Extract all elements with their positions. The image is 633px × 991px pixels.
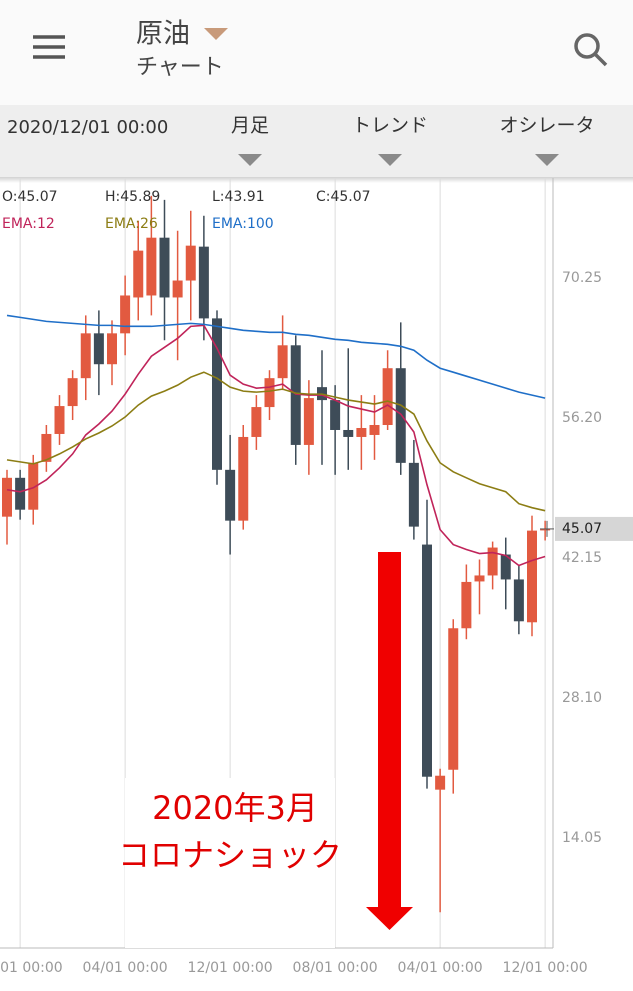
candle-body: [487, 547, 498, 576]
ohlc-readout: H:45.89: [105, 189, 160, 205]
candle-body: [251, 407, 262, 437]
candle-body: [356, 427, 367, 437]
ema-line: [6, 314, 546, 399]
annotation-text: 2020年3月: [152, 789, 318, 827]
candle-body: [422, 544, 432, 777]
legend-entry: EMA:100: [212, 216, 274, 232]
candle-body: [303, 398, 314, 445]
ohlc-readout: O:45.07: [2, 189, 58, 205]
overlay: 70.25 56.20 42.15 28.10 14.05 08/01 00:00 04/0…: [0, 189, 633, 976]
candle-body: [369, 425, 380, 435]
candle-body: [2, 477, 12, 517]
x-tick-label: 12/01 00:00: [503, 960, 588, 976]
app-bar: [0, 0, 633, 105]
candle-body: [41, 433, 52, 462]
y-tick-label: 56.20: [562, 410, 602, 426]
candle-body: [185, 245, 196, 281]
shadow: [0, 177, 633, 183]
candle-body: [172, 280, 183, 298]
candle-body: [264, 378, 275, 408]
menu-button[interactable]: [33, 35, 65, 59]
candle-body: [513, 579, 524, 622]
candle-body: [395, 368, 406, 463]
candle-body: [500, 554, 511, 580]
candle-body: [120, 295, 131, 334]
x-tick-label: 08/01 00:00: [0, 960, 63, 976]
dropdown-icon[interactable]: [204, 28, 228, 40]
candle-body: [448, 628, 459, 770]
plot: [2, 195, 551, 913]
toolbar: [0, 105, 633, 177]
candle-body: [198, 246, 209, 319]
ema-line: [6, 371, 546, 512]
candle-body: [461, 581, 472, 629]
candle-body: [159, 237, 170, 298]
x-tick-label: 04/01 00:00: [83, 960, 168, 976]
candle-body: [80, 333, 91, 379]
candle-body: [146, 237, 157, 296]
tab-arrows: [238, 154, 559, 166]
candle-body: [238, 436, 249, 521]
x-tick-label: 08/01 00:00: [293, 960, 378, 976]
tab[interactable]: オシレータ: [499, 115, 594, 137]
subtitle: チャート: [136, 55, 224, 80]
candle-body: [54, 406, 65, 434]
price-tag-label: 45.07: [562, 521, 602, 537]
candle-body: [277, 345, 288, 379]
candle-body: [93, 333, 104, 365]
date-label: 2020/12/01 00:00: [7, 117, 168, 138]
x-tick-label: 04/01 00:00: [398, 960, 483, 976]
annotation: 2020年3月 コロナショック: [118, 552, 413, 948]
y-tick-label: 42.15: [562, 550, 602, 566]
tab[interactable]: 月足: [231, 115, 269, 137]
ema-line: [6, 324, 546, 567]
candle-body: [15, 477, 26, 510]
legend-entry: EMA:12: [2, 216, 55, 232]
search-button[interactable]: [574, 33, 608, 67]
candle-body: [107, 333, 117, 365]
x-tick-label: 12/01 00:00: [188, 960, 273, 976]
ohlc-readout: C:45.07: [316, 189, 371, 205]
candle-body: [28, 462, 39, 510]
annotation-text: コロナショック: [118, 836, 342, 874]
candle-body: [225, 469, 236, 521]
candle-body: [382, 368, 393, 426]
y-tick-label: 28.10: [562, 690, 602, 706]
candle-body: [67, 378, 78, 407]
candle-body: [343, 429, 354, 437]
candle-body: [330, 400, 341, 430]
legend-entry: EMA:26: [105, 216, 158, 232]
candle-body: [474, 575, 485, 582]
candle-body: [527, 530, 537, 623]
price-tag: [555, 516, 633, 541]
candle-body: [540, 528, 551, 531]
y-tick-label: 70.25: [562, 270, 602, 286]
candle-body: [290, 345, 301, 445]
y-tick-label: 14.05: [562, 830, 602, 846]
ohlc-readout: L:43.91: [212, 189, 265, 205]
tab[interactable]: トレンド: [352, 115, 428, 137]
candle-body: [212, 318, 222, 470]
candle-body: [133, 250, 144, 298]
title[interactable]: 原油: [136, 19, 190, 50]
candle-body: [408, 462, 419, 527]
candle-body: [435, 775, 446, 790]
